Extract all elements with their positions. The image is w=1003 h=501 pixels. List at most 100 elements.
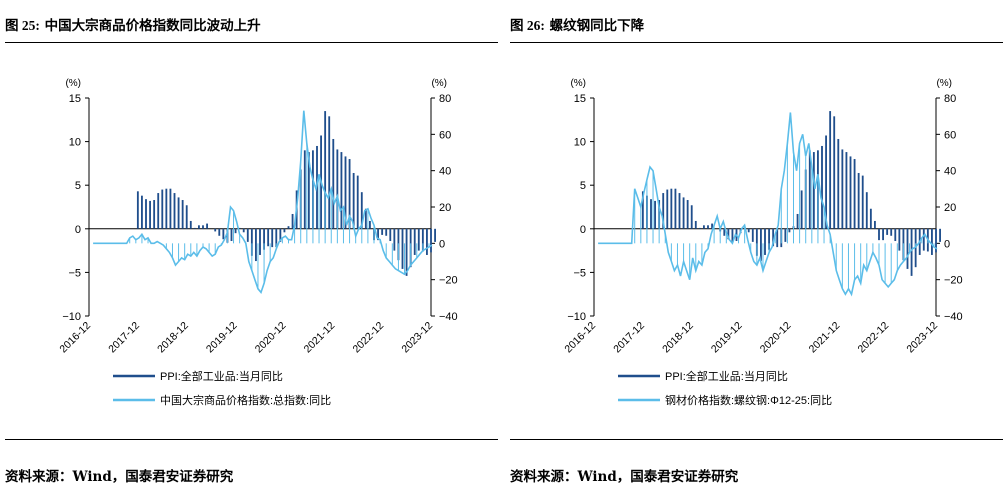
ppi-bar: [641, 191, 644, 229]
ppi-bar: [238, 227, 241, 229]
ppi-bar: [788, 228, 791, 233]
ppi-bar: [707, 225, 709, 229]
ppi-bar: [922, 228, 925, 251]
left-tick-label: 5: [580, 180, 586, 192]
ppi-bar: [898, 228, 901, 251]
ppi-bar: [202, 225, 204, 229]
ppi-bar: [686, 200, 689, 229]
commodity-line: [93, 110, 433, 295]
ppi-bar: [161, 189, 164, 229]
ppi-bar: [731, 228, 734, 243]
ppi-bar: [426, 228, 428, 255]
ppi-bar: [356, 175, 359, 229]
left-tick-label: 0: [580, 224, 586, 236]
ppi-bar: [421, 228, 424, 252]
right-tick-label: 0: [944, 238, 950, 250]
right-tick-label: 80: [439, 93, 451, 105]
left-tick-label: 15: [574, 93, 586, 105]
ppi-bar: [189, 220, 192, 229]
ppi-bar: [377, 228, 379, 241]
ppi-bar: [250, 228, 253, 256]
right-tick-label: 60: [944, 129, 956, 141]
ppi-bar: [694, 220, 697, 229]
ppi-bar: [755, 228, 758, 256]
ppi-bar: [385, 228, 388, 236]
ppi-bar: [169, 188, 172, 229]
ppi-bar: [307, 152, 310, 229]
ppi-bar: [666, 189, 669, 229]
ppi-bar: [271, 228, 274, 248]
left-tick-label: 10: [574, 137, 586, 149]
ppi-bar: [336, 149, 339, 229]
legend-label-index: 中国大宗商品价格指数:总指数:同比: [160, 393, 331, 407]
ppi-bar: [242, 228, 245, 233]
right-tick-label: −20: [944, 275, 963, 287]
ppi-bar: [198, 225, 200, 229]
chart-panel-26: 图 26: 螺纹钢同比下降 (%) (%) 15 10 5 0 −5 −10 80 60 40 20 0…: [510, 0, 1003, 501]
x-tick-label: 2020-12: [758, 320, 794, 356]
legend-label-ppi: PPI:全部工业品:当月同比: [160, 369, 283, 383]
x-tick-label: 2023-12: [904, 320, 940, 356]
ppi-bar: [291, 213, 294, 229]
ppi-bar: [157, 193, 160, 229]
figure-caption: 螺纹钢同比下降: [549, 18, 645, 34]
ppi-bar: [283, 228, 286, 233]
ppi-bar: [857, 172, 860, 229]
ppi-bar: [141, 195, 143, 229]
ppi-bar: [328, 116, 331, 229]
ppi-bar: [303, 150, 306, 229]
ppi-bar: [145, 199, 147, 229]
ppi-bar: [413, 228, 416, 255]
ppi-bar: [845, 152, 848, 229]
left-tick-label: −10: [567, 311, 586, 323]
x-tick-label: 2021-12: [807, 320, 843, 356]
ppi-bar: [193, 227, 196, 229]
ppi-bar: [259, 228, 261, 255]
ppi-bar: [910, 228, 913, 276]
figure-number: 图 25:: [5, 18, 40, 33]
ppi-bar: [287, 226, 290, 229]
ppi-bar: [165, 188, 168, 229]
ppi-bar: [833, 116, 836, 229]
ppi-bar: [698, 227, 701, 229]
ppi-bar: [869, 208, 872, 229]
x-tick-label: 2020-12: [253, 320, 289, 356]
ppi-bar: [865, 192, 868, 229]
top-rule: [5, 42, 498, 43]
x-tick-label: 2016-12: [562, 320, 598, 356]
ppi-bar: [906, 228, 909, 269]
ppi-bar: [173, 193, 176, 229]
ppi-bar: [650, 199, 652, 229]
ppi-bar: [417, 228, 420, 251]
left-axis-unit: (%): [65, 78, 81, 89]
ppi-bar: [784, 228, 787, 242]
x-tick-label: 2019-12: [709, 320, 745, 356]
x-tick-label: 2018-12: [660, 320, 696, 356]
ppi-bar: [389, 228, 392, 242]
right-axis-unit: (%): [431, 78, 447, 89]
left-tick-label: 15: [69, 93, 81, 105]
ppi-bar: [825, 135, 827, 229]
ppi-bar: [246, 228, 249, 242]
ppi-bar: [185, 205, 188, 229]
ppi-bar: [682, 197, 685, 229]
ppi-bar: [430, 228, 432, 253]
ppi-bar: [935, 228, 937, 253]
left-tick-label: 0: [75, 224, 81, 236]
ppi-bar: [153, 200, 156, 229]
ppi-bar: [393, 228, 396, 251]
ppi-bar: [711, 223, 713, 229]
ppi-bar: [662, 193, 665, 229]
x-tick-label: 2017-12: [106, 320, 142, 356]
figure-title: 图 26: 螺纹钢同比下降: [510, 14, 644, 34]
ppi-bar: [218, 228, 221, 236]
ppi-bar: [914, 228, 917, 268]
right-tick-label: 80: [944, 93, 956, 105]
right-tick-label: 0: [439, 238, 445, 250]
bottom-rule: [5, 439, 498, 440]
ppi-bar: [751, 228, 754, 242]
ppi-bar: [434, 228, 436, 242]
right-tick-label: −20: [439, 275, 458, 287]
commodity-line: [598, 112, 938, 297]
figure-number: 图 26:: [510, 18, 545, 33]
